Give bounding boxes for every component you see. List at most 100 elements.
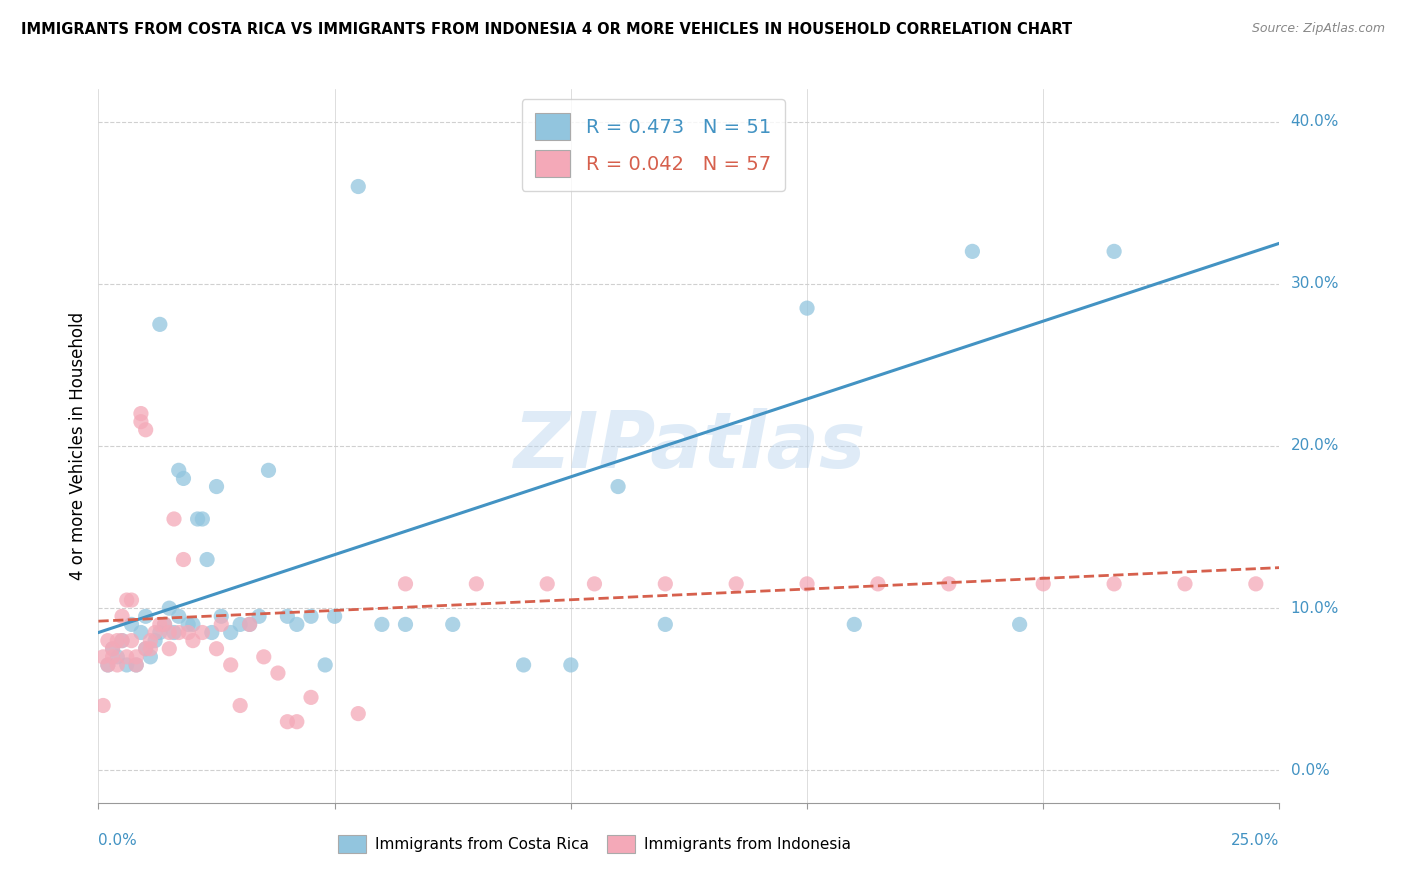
Point <box>111 633 134 648</box>
Point <box>115 593 138 607</box>
Point <box>105 649 128 664</box>
Point <box>157 641 180 656</box>
Point <box>101 649 124 664</box>
Point <box>253 649 276 664</box>
Point <box>536 577 558 591</box>
Text: IMMIGRANTS FROM COSTA RICA VS IMMIGRANTS FROM INDONESIA 4 OR MORE VEHICLES IN HO: IMMIGRANTS FROM COSTA RICA VS IMMIGRANTS… <box>21 22 1073 37</box>
Text: 25.0%: 25.0% <box>1232 833 1279 848</box>
Point <box>115 657 138 672</box>
Point <box>139 649 162 664</box>
Point <box>135 641 157 656</box>
Point <box>143 625 166 640</box>
Point <box>276 714 298 729</box>
Point <box>1102 244 1125 259</box>
Y-axis label: 4 or more Vehicles in Household: 4 or more Vehicles in Household <box>69 312 87 580</box>
Point <box>149 625 172 640</box>
Point <box>323 609 346 624</box>
Point <box>347 179 370 194</box>
Point <box>121 593 143 607</box>
Point <box>607 479 630 493</box>
Point <box>121 617 143 632</box>
Point <box>1174 577 1197 591</box>
Point <box>299 609 322 624</box>
Point <box>181 633 204 648</box>
Point <box>129 407 152 421</box>
Point <box>962 244 984 259</box>
Point <box>654 577 676 591</box>
Point <box>135 423 157 437</box>
Point <box>654 617 676 632</box>
Point <box>219 625 242 640</box>
Point <box>125 657 148 672</box>
Point <box>139 641 162 656</box>
Text: 40.0%: 40.0% <box>1291 114 1339 129</box>
Point <box>105 657 128 672</box>
Point <box>149 318 172 332</box>
Point <box>167 609 190 624</box>
Point <box>172 552 194 566</box>
Point <box>371 617 394 632</box>
Point <box>267 666 290 681</box>
Point <box>1102 577 1125 591</box>
Point <box>239 617 262 632</box>
Point <box>105 633 128 648</box>
Point <box>205 641 228 656</box>
Point <box>201 625 224 640</box>
Point <box>465 577 488 591</box>
Text: ZIPatlas: ZIPatlas <box>513 408 865 484</box>
Point <box>229 698 252 713</box>
Point <box>299 690 322 705</box>
Point <box>143 633 166 648</box>
Text: 20.0%: 20.0% <box>1291 439 1339 453</box>
Point <box>247 609 270 624</box>
Point <box>219 657 242 672</box>
Point <box>195 552 218 566</box>
Point <box>101 641 124 656</box>
Point <box>938 577 960 591</box>
Point <box>129 625 152 640</box>
Text: 30.0%: 30.0% <box>1291 277 1339 292</box>
Point <box>97 657 120 672</box>
Point <box>1244 577 1267 591</box>
Point <box>866 577 889 591</box>
Legend: Immigrants from Costa Rica, Immigrants from Indonesia: Immigrants from Costa Rica, Immigrants f… <box>332 829 856 859</box>
Point <box>139 633 162 648</box>
Point <box>796 301 818 315</box>
Point <box>111 609 134 624</box>
Point <box>177 617 200 632</box>
Point <box>163 625 186 640</box>
Point <box>177 625 200 640</box>
Point <box>239 617 262 632</box>
Text: 10.0%: 10.0% <box>1291 600 1339 615</box>
Point <box>172 471 194 485</box>
Point <box>181 617 204 632</box>
Point <box>153 617 176 632</box>
Point <box>135 641 157 656</box>
Point <box>91 649 114 664</box>
Point <box>583 577 606 591</box>
Text: 0.0%: 0.0% <box>1291 763 1329 778</box>
Point <box>209 617 232 632</box>
Point <box>157 601 180 615</box>
Point <box>205 479 228 493</box>
Point <box>560 657 582 672</box>
Point <box>121 633 143 648</box>
Point <box>125 649 148 664</box>
Point <box>1032 577 1054 591</box>
Point <box>512 657 534 672</box>
Point <box>163 512 186 526</box>
Point <box>149 617 172 632</box>
Point <box>101 641 124 656</box>
Point <box>796 577 818 591</box>
Point <box>187 512 209 526</box>
Point <box>844 617 866 632</box>
Point <box>157 625 180 640</box>
Point <box>394 617 416 632</box>
Point <box>229 617 252 632</box>
Point <box>725 577 748 591</box>
Point <box>91 698 114 713</box>
Point <box>111 633 134 648</box>
Point <box>394 577 416 591</box>
Point <box>347 706 370 721</box>
Point <box>129 415 152 429</box>
